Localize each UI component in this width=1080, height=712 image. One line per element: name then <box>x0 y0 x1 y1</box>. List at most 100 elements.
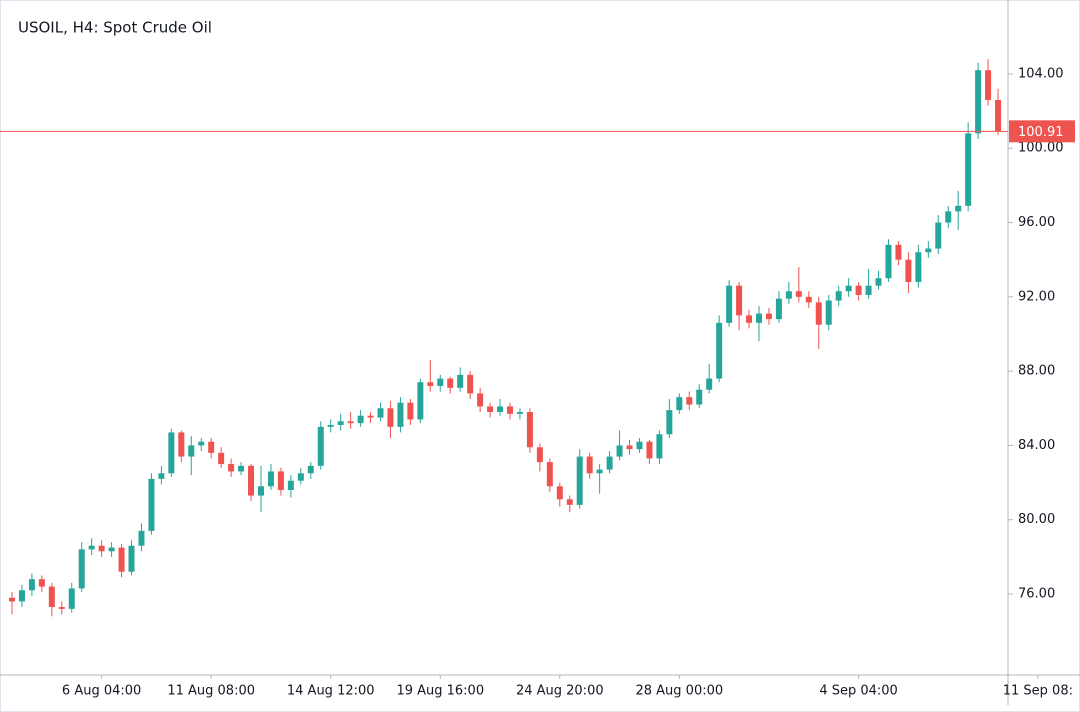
candle-body <box>686 397 693 405</box>
candle-body <box>975 70 982 134</box>
candle-body <box>457 374 464 388</box>
candle-body <box>148 478 155 531</box>
candle-body <box>606 456 613 470</box>
candle-body <box>68 588 75 609</box>
candle-body <box>516 411 523 414</box>
candle-body <box>367 415 374 418</box>
candle-body <box>18 590 25 602</box>
candle-body <box>935 222 942 249</box>
candle-body <box>955 205 962 212</box>
x-tick-label: 14 Aug 12:00 <box>287 684 375 699</box>
candle-body <box>417 382 424 420</box>
candle-body <box>277 471 284 491</box>
candle-body <box>905 259 912 282</box>
candle-body <box>118 547 125 572</box>
candle-body <box>536 447 543 463</box>
candle-body <box>238 465 245 472</box>
x-tick-label: 28 Aug 00:00 <box>635 684 723 699</box>
candle-body <box>815 302 822 325</box>
candle-body <box>925 248 932 253</box>
candle-body <box>785 291 792 299</box>
candle-body <box>835 291 842 301</box>
candle-body <box>626 445 633 450</box>
candle-body <box>765 313 772 320</box>
candle-body <box>875 278 882 286</box>
candle-body <box>467 374 474 394</box>
candle-body <box>497 406 504 412</box>
candle-body <box>88 545 95 550</box>
y-tick-label: 88.00 <box>1018 364 1055 379</box>
candle-body <box>8 597 15 602</box>
candle-body <box>795 291 802 297</box>
candle-body <box>297 473 304 481</box>
candle-body <box>287 480 294 491</box>
candle-body <box>98 545 105 552</box>
candle-body <box>646 441 653 459</box>
candle-body <box>357 415 364 424</box>
candle-body <box>696 389 703 405</box>
candle-body <box>726 285 733 323</box>
candle-body <box>218 452 225 464</box>
y-tick-label: 104.00 <box>1018 66 1064 81</box>
candle-body <box>307 465 314 474</box>
candle-body <box>945 211 952 223</box>
candle-body <box>596 469 603 474</box>
candle-body <box>656 434 663 459</box>
candle-body <box>327 424 334 427</box>
candle-body <box>377 408 384 418</box>
candle-body <box>248 465 255 496</box>
candle-body <box>407 402 414 420</box>
candle-body <box>995 99 1002 132</box>
x-tick-label: 11 Aug 08:00 <box>167 684 255 699</box>
x-tick-label: 6 Aug 04:00 <box>62 684 141 699</box>
candle-body <box>865 285 872 295</box>
candle-body <box>965 133 972 206</box>
candle-body <box>168 432 175 474</box>
candle-body <box>347 421 354 424</box>
candle-body <box>845 285 852 292</box>
candle-body <box>985 70 992 100</box>
candle-body <box>78 549 85 589</box>
candle-body <box>477 393 484 407</box>
candle-body <box>666 410 673 435</box>
candle-body <box>108 547 115 552</box>
candle-body <box>208 441 215 453</box>
candle-body <box>58 607 65 609</box>
candle-body <box>178 432 185 457</box>
candle-body <box>716 322 723 379</box>
candle-body <box>158 473 165 479</box>
candle-body <box>895 244 902 260</box>
candle-body <box>447 378 454 388</box>
candle-body <box>706 378 713 390</box>
y-tick-label: 100.00 <box>1018 141 1064 156</box>
candle-body <box>915 252 922 282</box>
candle-body <box>128 545 135 572</box>
y-tick-label: 96.00 <box>1018 215 1055 230</box>
y-tick-label: 92.00 <box>1018 289 1055 304</box>
candle-body <box>526 411 533 448</box>
candle-body <box>755 313 762 323</box>
candle-body <box>28 579 35 591</box>
x-tick-label: 19 Aug 16:00 <box>396 684 484 699</box>
x-tick-label: 11 Sep 08: <box>1003 684 1073 699</box>
candle-body <box>616 445 623 457</box>
y-tick-label: 80.00 <box>1018 512 1055 527</box>
candle-body <box>825 300 832 325</box>
candle-body <box>138 530 145 546</box>
y-tick-label: 84.00 <box>1018 438 1055 453</box>
candle-body <box>387 408 394 427</box>
candle-body <box>506 406 513 414</box>
candle-body <box>746 315 753 323</box>
candle-body <box>267 471 274 487</box>
candle-body <box>576 456 583 505</box>
y-tick-label: 76.00 <box>1018 587 1055 602</box>
candle-body <box>556 486 563 500</box>
candle-body <box>885 244 892 279</box>
last-price-label: 100.91 <box>1018 125 1064 140</box>
candle-body <box>198 441 205 446</box>
candle-body <box>586 456 593 474</box>
x-tick-label: 4 Sep 04:00 <box>819 684 898 699</box>
candle-body <box>546 462 553 487</box>
candle-body <box>228 463 235 472</box>
